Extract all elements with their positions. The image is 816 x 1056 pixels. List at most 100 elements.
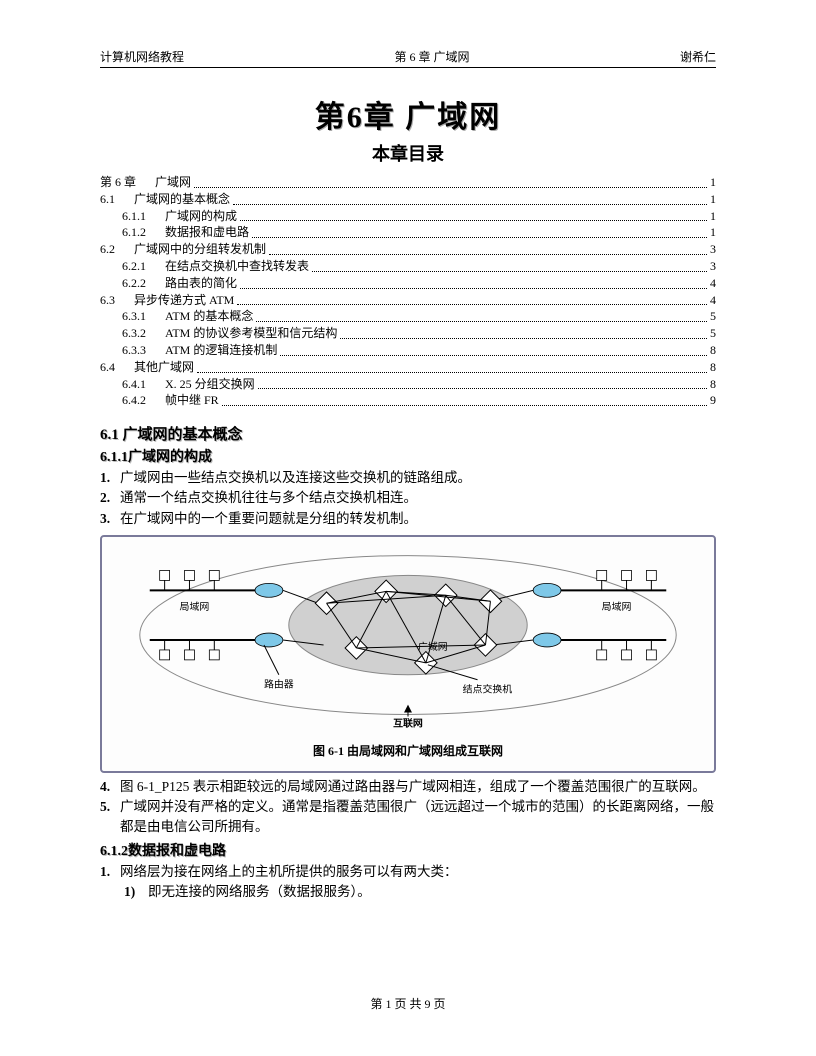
router-icon [255,583,283,597]
toc-dots [237,292,707,306]
network-diagram: 广域网 局域网 [110,545,706,735]
toc-page: 5 [710,308,716,325]
toc-label: 在结点交换机中查找转发表 [146,258,309,275]
toc-dots [240,208,707,222]
toc-num: 6.2.2 [100,275,146,292]
toc-num: 第 6 章 [100,174,136,191]
toc-page: 5 [710,325,716,342]
list-item-text: 广域网由一些结点交换机以及连接这些交换机的链路组成。 [120,468,716,488]
table-of-contents: 第 6 章 广域网16.1 广域网的基本概念16.1.1 广域网的构成16.1.… [100,174,716,409]
toc-entry: 6.2 广域网中的分组转发机制3 [100,241,716,258]
figure-caption: 图 6-1 由局域网和广域网组成互联网 [110,742,706,759]
toc-label: ATM 的协议参考模型和信元结构 [146,325,337,342]
list-item-num: 3. [100,509,120,529]
toc-page: 8 [710,376,716,393]
page-header: 计算机网络教程 第 6 章 广域网 谢希仁 [100,48,716,68]
sublist-6-1-2: 1)即无连接的网络服务（数据报服务）。 [100,882,716,902]
list-item: 5.广域网并没有严格的定义。通常是指覆盖范围很广（远远超过一个城市的范围）的长距… [100,797,716,838]
list-6-1-2: 1.网络层为接在网络上的主机所提供的服务可以有两大类： [100,862,716,882]
toc-entry: 6.2.2 路由表的简化 4 [100,275,716,292]
toc-num: 6.3.1 [100,308,146,325]
router-icon [533,633,561,647]
toc-page: 4 [710,275,716,292]
chapter-title: 第6章 广域网 [100,92,716,136]
list-item-num: 5. [100,797,120,838]
toc-num: 6.1.1 [100,208,146,225]
list-item-text: 广域网并没有严格的定义。通常是指覆盖范围很广（远远超过一个城市的范围）的长距离网… [120,797,716,838]
toc-num: 6.1.2 [100,224,146,241]
switch-label: 结点交换机 [463,683,513,696]
list-item-num: 1. [100,468,120,488]
toc-dots [233,191,707,205]
router-label: 路由器 [264,678,294,691]
list-item: 4.图 6-1_P125 表示相距较远的局域网通过路由器与广域网相连，组成了一个… [100,777,716,797]
list-item-text: 在广域网中的一个重要问题就是分组的转发机制。 [120,509,716,529]
list-item-text: 通常一个结点交换机往往与多个结点交换机相连。 [120,488,716,508]
toc-dots [258,376,707,390]
toc-dots [269,241,707,255]
list-item: 1.广域网由一些结点交换机以及连接这些交换机的链路组成。 [100,468,716,488]
router-icon [255,633,283,647]
toc-page: 1 [710,191,716,208]
toc-num: 6.4.2 [100,392,146,409]
toc-page: 9 [710,392,716,409]
toc-page: 4 [710,292,716,309]
figure-6-1: 广域网 局域网 [100,535,716,773]
toc-num: 6.4.1 [100,376,146,393]
header-left: 计算机网络教程 [100,48,184,65]
lan-right-label: 局域网 [602,600,632,613]
toc-num: 6.3 [100,292,115,309]
toc-label: 路由表的简化 [146,275,237,292]
toc-num: 6.3.3 [100,342,146,359]
list-item: 1.网络层为接在网络上的主机所提供的服务可以有两大类： [100,862,716,882]
toc-page: 8 [710,359,716,376]
list-item: 2.通常一个结点交换机往往与多个结点交换机相连。 [100,488,716,508]
toc-entry: 6.4.2 帧中继 FR 9 [100,392,716,409]
toc-label: ATM 的逻辑连接机制 [146,342,277,359]
list-before-figure: 1.广域网由一些结点交换机以及连接这些交换机的链路组成。2.通常一个结点交换机往… [100,468,716,529]
list-item-num: 1) [124,882,148,902]
toc-entry: 6.1 广域网的基本概念 1 [100,191,716,208]
section-heading-6-1: 6.1 广域网的基本概念 [100,423,716,444]
toc-dots [280,342,707,356]
list-item-num: 2. [100,488,120,508]
header-center: 第 6 章 广域网 [394,48,469,65]
toc-entry: 6.4.1 X. 25 分组交换网8 [100,376,716,393]
toc-num: 6.3.2 [100,325,146,342]
toc-entry: 第 6 章 广域网1 [100,174,716,191]
toc-label: 帧中继 FR [146,392,219,409]
list-item: 1)即无连接的网络服务（数据报服务）。 [100,882,716,902]
toc-entry: 6.4 其他广域网8 [100,359,716,376]
toc-page: 8 [710,342,716,359]
toc-entry: 6.3.2 ATM 的协议参考模型和信元结构 5 [100,325,716,342]
list-item-text: 网络层为接在网络上的主机所提供的服务可以有两大类： [120,862,716,882]
toc-entry: 6.1.2 数据报和虚电路 1 [100,224,716,241]
toc-label: 其他广域网 [115,359,194,376]
toc-page: 1 [710,208,716,225]
toc-dots [197,359,707,373]
list-item-text: 即无连接的网络服务（数据报服务）。 [148,882,716,902]
toc-label: 广域网中的分组转发机制 [115,241,266,258]
page-footer: 第 1 页 共 9 页 [0,995,816,1012]
router-icon [533,583,561,597]
list-item: 3.在广域网中的一个重要问题就是分组的转发机制。 [100,509,716,529]
toc-dots [222,392,707,406]
subsection-heading-6-1-1: 6.1.1广域网的构成 [100,446,716,466]
toc-dots [312,258,707,272]
list-after-figure: 4.图 6-1_P125 表示相距较远的局域网通过路由器与广域网相连，组成了一个… [100,777,716,838]
toc-dots [256,308,707,322]
chapter-subtitle: 本章目录 [100,140,716,166]
toc-num: 6.1 [100,191,115,208]
toc-page: 1 [710,224,716,241]
toc-label: 广域网的构成 [146,208,237,225]
toc-entry: 6.3 异步传递方式 ATM4 [100,292,716,309]
toc-num: 6.2.1 [100,258,146,275]
toc-dots [340,325,707,339]
internet-label: 互联网 [393,716,423,729]
toc-dots [252,224,707,238]
toc-label: 数据报和虚电路 [146,224,249,241]
toc-page: 3 [710,258,716,275]
toc-dots [240,275,707,289]
toc-entry: 6.3.1 ATM 的基本概念5 [100,308,716,325]
toc-label: 广域网的基本概念 [115,191,230,208]
